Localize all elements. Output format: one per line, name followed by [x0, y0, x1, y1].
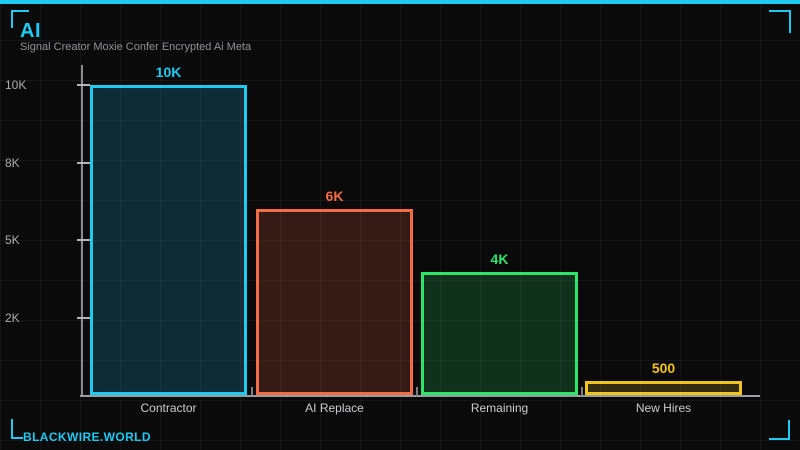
y-tick-mark: [77, 317, 90, 319]
bar-value-label: 10K: [155, 64, 182, 80]
y-tick-mark: [77, 162, 90, 164]
y-tick-label: 5K: [5, 233, 20, 247]
x-axis-line: [80, 395, 760, 397]
corner-bracket-top-right-icon: [769, 10, 791, 33]
x-tick-mark: [581, 387, 583, 396]
corner-bracket-top-left-icon: [11, 10, 29, 28]
bar-remaining: [421, 272, 578, 395]
y-tick-mark: [77, 239, 90, 241]
y-axis-line: [81, 65, 83, 397]
y-tick-label: 8K: [5, 156, 20, 170]
bar-value-label: 500: [651, 360, 676, 376]
bar-contractor: [90, 85, 247, 395]
bar-value-label: 6K: [325, 188, 344, 204]
x-axis-label: AI Replace: [305, 401, 364, 415]
bar-value-label: 4K: [490, 251, 509, 267]
top-accent-bar: [0, 0, 800, 4]
corner-bracket-bottom-right-icon: [769, 420, 790, 440]
y-tick-label: 2K: [5, 311, 20, 325]
x-axis-label: New Hires: [635, 401, 692, 415]
page-subtitle: Signal Creator Moxie Confer Encrypted Ai…: [20, 41, 252, 53]
x-axis-label: Remaining: [470, 401, 529, 415]
x-tick-mark: [251, 387, 253, 396]
corner-bracket-bottom-left-icon: [11, 419, 23, 439]
bar-new-hires: [585, 381, 742, 395]
x-axis-label: Contractor: [140, 401, 197, 415]
bar-ai-replace: [256, 209, 413, 395]
brand-watermark: BLACKWIRE.WORLD: [23, 430, 151, 444]
x-tick-mark: [416, 387, 418, 396]
y-tick-label: 10K: [5, 78, 27, 92]
y-tick-mark: [77, 84, 90, 86]
page-title: AI: [20, 20, 41, 42]
